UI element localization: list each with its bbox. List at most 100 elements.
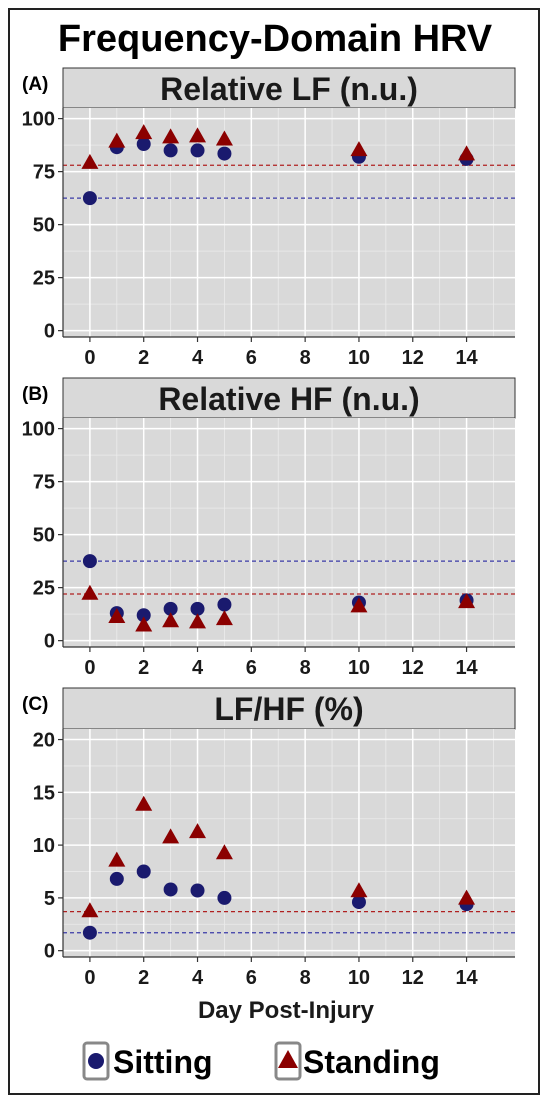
data-point-sitting	[190, 601, 205, 616]
panel-strip	[62, 67, 516, 109]
legend-marker-sitting	[88, 1053, 104, 1069]
data-point-standing	[215, 844, 233, 860]
x-tick-label: 8	[300, 967, 311, 989]
x-tick-label: 12	[402, 347, 424, 369]
figure-title: Frequency-Domain HRV	[57, 18, 493, 60]
data-point-standing	[135, 124, 153, 140]
x-tick-label: 6	[246, 967, 257, 989]
y-tick-label: 50	[33, 525, 55, 547]
x-tick-label: 0	[84, 347, 95, 369]
x-tick-label: 4	[192, 347, 204, 369]
plot-background	[63, 108, 515, 337]
x-tick-label: 12	[402, 657, 424, 679]
figure-frame	[8, 8, 540, 1095]
y-tick-label: 75	[33, 472, 55, 494]
y-tick-label: 25	[33, 578, 55, 600]
y-tick-label: 10	[33, 835, 55, 857]
x-axis-title: Day Post-Injury	[198, 997, 375, 1024]
x-tick-label: 14	[455, 657, 478, 679]
data-point-standing	[215, 130, 233, 146]
data-point-standing	[108, 132, 126, 148]
y-tick-label: 0	[44, 321, 55, 343]
data-point-standing	[189, 613, 207, 629]
panel-strip	[62, 377, 516, 419]
data-point-standing	[162, 128, 180, 144]
y-tick-label: 100	[22, 419, 55, 441]
data-point-standing	[189, 823, 207, 839]
data-point-standing	[135, 795, 153, 811]
x-tick-label: 12	[402, 967, 424, 989]
x-tick-label: 0	[84, 967, 95, 989]
data-point-standing	[108, 608, 126, 624]
data-point-standing	[189, 127, 207, 143]
data-point-standing	[350, 141, 368, 157]
chart-panel-1: Relative HF (n.u.) (B) 0 2 4 6 8 10 12 14 0 25 50 75 1…	[22, 377, 516, 679]
x-tick-label: 10	[348, 967, 370, 989]
x-tick-label: 8	[300, 347, 311, 369]
x-tick-label: 8	[300, 657, 311, 679]
data-point-sitting	[190, 883, 205, 898]
panel-label: (B)	[22, 384, 48, 405]
x-tick-label: 4	[192, 967, 204, 989]
data-point-sitting	[163, 882, 178, 897]
data-point-sitting	[136, 864, 151, 879]
panel-title: Relative HF (n.u.)	[158, 381, 419, 417]
y-tick-label: 5	[44, 888, 55, 910]
y-tick-label: 25	[33, 268, 55, 290]
y-tick-label: 15	[33, 782, 55, 804]
y-tick-label: 75	[33, 162, 55, 184]
data-point-sitting	[190, 143, 205, 158]
x-tick-label: 6	[246, 347, 257, 369]
y-tick-label: 0	[44, 631, 55, 653]
data-point-standing	[162, 612, 180, 628]
data-point-standing	[108, 851, 126, 867]
data-point-sitting	[136, 608, 151, 623]
plot-background	[63, 729, 515, 957]
chart-panel-0: Relative LF (n.u.) (A) 0 2 4 6 8 10 12 14 0 25 50 75 1…	[22, 67, 516, 369]
data-point-standing	[162, 828, 180, 844]
data-point-standing	[458, 593, 476, 609]
legend-label-standing: Standing	[303, 1044, 440, 1080]
x-tick-label: 0	[84, 657, 95, 679]
data-point-sitting	[217, 146, 232, 161]
x-tick-label: 2	[138, 347, 149, 369]
y-tick-label: 50	[33, 215, 55, 237]
x-tick-label: 2	[138, 657, 149, 679]
data-point-standing	[350, 597, 368, 613]
data-point-sitting	[136, 137, 151, 152]
panel-title: LF/HF (%)	[214, 691, 363, 727]
x-tick-label: 6	[246, 657, 257, 679]
panel-title: Relative LF (n.u.)	[160, 71, 418, 107]
data-point-sitting	[82, 191, 97, 206]
data-point-sitting	[217, 597, 232, 612]
data-point-sitting	[163, 601, 178, 616]
x-tick-label: 4	[192, 657, 204, 679]
y-tick-label: 100	[22, 109, 55, 131]
data-point-sitting	[82, 925, 97, 940]
x-tick-label: 10	[348, 657, 370, 679]
data-point-sitting	[163, 143, 178, 158]
data-point-sitting	[351, 895, 366, 910]
legend-marker-standing	[278, 1050, 298, 1068]
data-point-standing	[215, 610, 233, 626]
data-point-standing	[135, 616, 153, 632]
panel-label: (A)	[22, 74, 48, 95]
y-tick-label: 0	[44, 941, 55, 963]
legend: Sitting Standing	[82, 1041, 440, 1081]
data-point-sitting	[82, 554, 97, 569]
x-tick-label: 14	[455, 347, 478, 369]
legend-label-sitting: Sitting	[113, 1044, 213, 1080]
data-point-standing	[81, 902, 99, 918]
x-tick-label: 14	[455, 967, 478, 989]
data-point-standing	[81, 584, 99, 600]
data-point-standing	[81, 153, 99, 169]
data-point-standing	[350, 882, 368, 898]
data-point-sitting	[217, 890, 232, 905]
panel-label: (C)	[22, 694, 48, 715]
x-tick-label: 2	[138, 967, 149, 989]
data-point-sitting	[109, 871, 124, 886]
plot-background	[63, 418, 515, 647]
data-point-standing	[458, 145, 476, 161]
chart-panel-2: LF/HF (%) (C) 0 2 4 6 8 10 12 14 0 5 10 15 20	[22, 687, 516, 989]
